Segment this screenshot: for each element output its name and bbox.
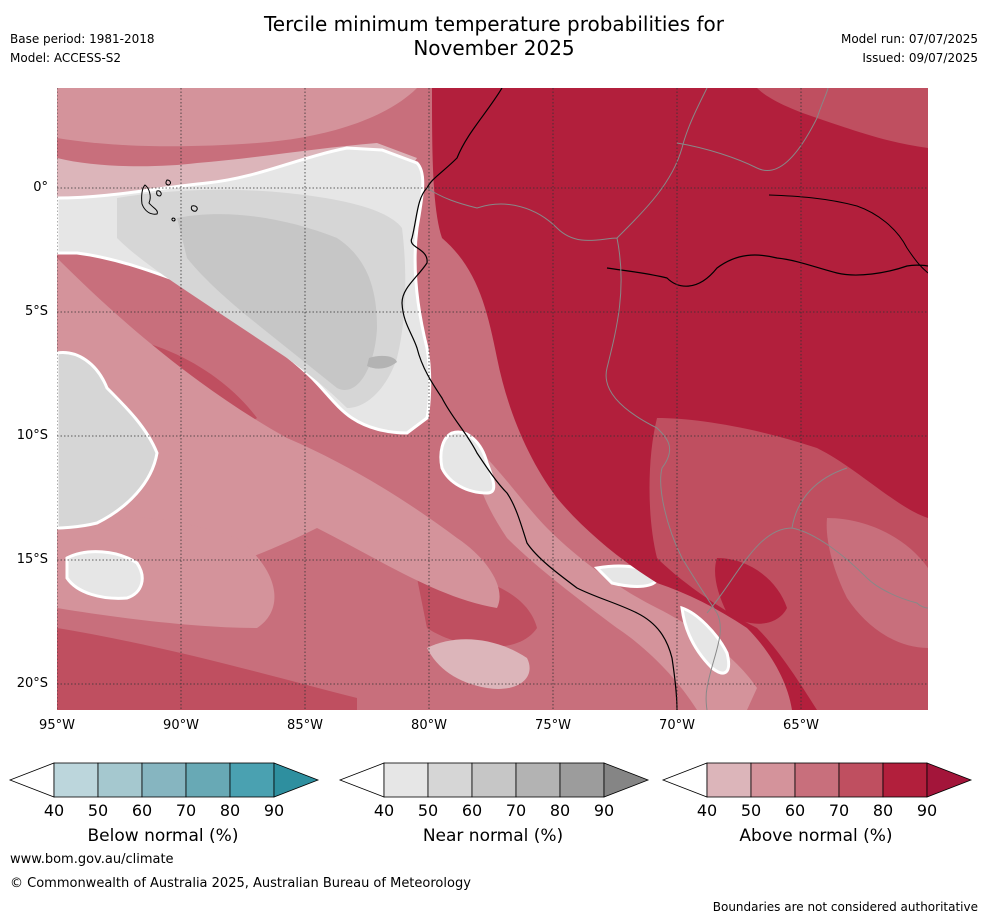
model-label: Model: ACCESS-S2 (10, 51, 122, 65)
lon-label-95w: 95°W (39, 718, 75, 733)
map-title-line2: November 2025 (413, 36, 575, 60)
southwest-50-band (57, 517, 275, 628)
colorbar-above-tick: 80 (872, 801, 894, 820)
near-normal-west (57, 351, 159, 530)
colorbar-below-segment (185, 762, 231, 798)
colorbar-near-tick: 70 (505, 801, 527, 820)
lat-label-5s: 5°S (24, 304, 48, 319)
south-ocean-40-band (427, 639, 530, 689)
colorbar-above-segment (750, 762, 796, 798)
near-normal-far-south (680, 605, 731, 675)
colorbar-near-tick: 50 (417, 801, 439, 820)
colorbar-near-tick: 90 (593, 801, 615, 820)
map-title: Tercile minimum temperature probabilitie… (0, 12, 988, 60)
colorbar-above-segment (882, 762, 928, 798)
colorbar-above-tick: 50 (740, 801, 762, 820)
colorbar-below-tick: 90 (263, 801, 285, 820)
galapagos-islands (141, 179, 198, 222)
colorbar-below-tick: 40 (43, 801, 65, 820)
colorbar-above (661, 762, 973, 798)
land-80-patch-east (649, 418, 928, 710)
colorbar-near-segment (515, 762, 561, 798)
colorbar-near-segment (427, 762, 473, 798)
coastline (401, 88, 678, 710)
lon-label-75w: 75°W (535, 718, 571, 733)
colorbar-above-high-extend (926, 762, 973, 798)
website-link[interactable]: www.bom.gov.au/climate (10, 852, 174, 867)
colorbar-below-segment (97, 762, 143, 798)
colorbar-below-segment (141, 762, 187, 798)
probability-map (57, 88, 928, 710)
colorbar-below-low-extend (8, 762, 55, 798)
colorbar-above-segment (706, 762, 752, 798)
southwest-70-region (57, 628, 357, 710)
country-borders (426, 88, 928, 710)
base-period-label: Base period: 1981-2018 (10, 32, 155, 46)
colorbar-above-title: Above normal (%) (739, 826, 893, 846)
lat-label-0: 0° (33, 180, 48, 195)
model-run-label: Model run: 07/07/2025 (840, 32, 978, 46)
colorbar-below-tick: 50 (87, 801, 109, 820)
near-normal-southwest (65, 550, 144, 600)
colorbar-below-segment (229, 762, 275, 798)
lon-label-90w: 90°W (163, 718, 199, 733)
colorbar-near-high-extend (603, 762, 650, 798)
colorbar-below-tick: 60 (131, 801, 153, 820)
northern-river (768, 194, 928, 274)
lat-label-10s: 10°S (16, 428, 48, 443)
north-50-band (57, 88, 417, 147)
colorbar-above-segment (794, 762, 840, 798)
colorbar-near-segment (471, 762, 517, 798)
colorbar-above-tick: 90 (916, 801, 938, 820)
colorbar-near-tick: 60 (461, 801, 483, 820)
colorbar-near-tick: 40 (373, 801, 395, 820)
colorbar-above-low-extend (661, 762, 708, 798)
colorbars (8, 762, 973, 798)
lat-label-20s: 20°S (16, 676, 48, 691)
boundaries-disclaimer: Boundaries are not considered authoritat… (712, 900, 978, 914)
near-normal-peak (367, 355, 397, 369)
lon-label-70w: 70°W (659, 718, 695, 733)
land-70-patch-east (826, 518, 928, 648)
map-title-line1: Tercile minimum temperature probabilitie… (263, 12, 725, 36)
near-normal-coastal (439, 430, 496, 495)
colorbar-near (338, 762, 650, 798)
amazon-river (606, 254, 928, 287)
land-90-patch-south (715, 558, 787, 624)
near-normal-core (177, 214, 377, 390)
coastal-50-band (476, 448, 757, 710)
colorbar-below-segment (53, 762, 99, 798)
map-gridlines (57, 88, 928, 710)
issued-label: Issued: 09/07/2025 (862, 51, 978, 65)
colorbar-near-title: Near normal (%) (422, 826, 564, 846)
colorbar-above-tick: 40 (696, 801, 718, 820)
copyright-text: © Commonwealth of Australia 2025, Austra… (10, 876, 471, 891)
colorbar-above-tick: 70 (828, 801, 850, 820)
lon-label-80w: 80°W (411, 718, 447, 733)
colorbar-below-high-extend (273, 762, 320, 798)
colorbar-below (8, 762, 320, 798)
colorbar-below-title: Below normal (%) (87, 826, 239, 846)
land-80-patch-north (757, 88, 928, 148)
colorbar-near-segment (383, 762, 429, 798)
colorbar-below-tick: 70 (175, 801, 197, 820)
colorbar-near-low-extend (338, 762, 385, 798)
lon-label-65w: 65°W (783, 718, 819, 733)
colorbar-near-segment (559, 762, 605, 798)
colorbar-near-tick: 80 (549, 801, 571, 820)
colorbar-above-segment (838, 762, 884, 798)
colorbar-below-tick: 80 (219, 801, 241, 820)
lat-label-15s: 15°S (16, 552, 48, 567)
lon-label-85w: 85°W (287, 718, 323, 733)
colorbar-above-tick: 60 (784, 801, 806, 820)
